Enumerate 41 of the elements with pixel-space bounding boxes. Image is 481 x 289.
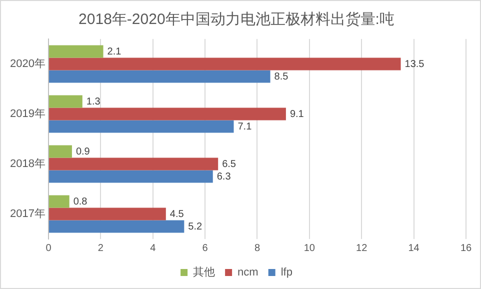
data-label: 7.1 (238, 121, 252, 132)
bar (48, 108, 286, 120)
y-tick-label: 2019年 (10, 108, 46, 120)
bar (48, 195, 70, 208)
y-tick-label: 2018年 (10, 158, 46, 170)
data-label: 6.5 (222, 158, 236, 170)
data-label: 13.5 (404, 58, 425, 70)
bar (48, 58, 401, 70)
bar (48, 145, 72, 158)
legend-label: ncm (238, 266, 258, 279)
y-tick-label: 2020年 (10, 58, 46, 70)
data-label: 0.9 (76, 146, 90, 158)
bar (48, 45, 104, 58)
bar (48, 158, 218, 170)
data-label: 8.5 (274, 71, 289, 82)
x-tick-label: 0 (46, 242, 52, 254)
bar (48, 208, 166, 220)
bar (48, 170, 213, 183)
x-tick-label: 10 (304, 242, 316, 254)
x-tick-label: 4 (150, 242, 156, 254)
data-label: 1.3 (86, 96, 101, 108)
data-label: 4.5 (170, 208, 184, 220)
legend-label: lfp (280, 266, 292, 279)
x-tick-label: 2 (98, 242, 104, 254)
data-label: 2.1 (107, 46, 122, 58)
data-label: 5.2 (188, 221, 203, 232)
data-label: 6.3 (216, 171, 232, 182)
bar (48, 120, 234, 133)
data-label: 9.1 (290, 108, 304, 120)
x-tick-label: 8 (254, 242, 260, 254)
x-tick-label: 16 (460, 242, 472, 254)
y-tick-label: 2017年 (10, 208, 46, 220)
x-tick-label: 12 (356, 242, 368, 254)
x-tick-label: 14 (408, 242, 420, 254)
x-tick-label: 6 (202, 242, 208, 254)
chart-title: 2018年-2020年中国动力电池正极材料出货量:吨 (78, 11, 394, 28)
bar (48, 70, 270, 83)
bar (48, 95, 82, 108)
bar (48, 220, 184, 233)
data-label: 0.8 (73, 196, 88, 208)
legend-label: 其他 (193, 266, 216, 279)
